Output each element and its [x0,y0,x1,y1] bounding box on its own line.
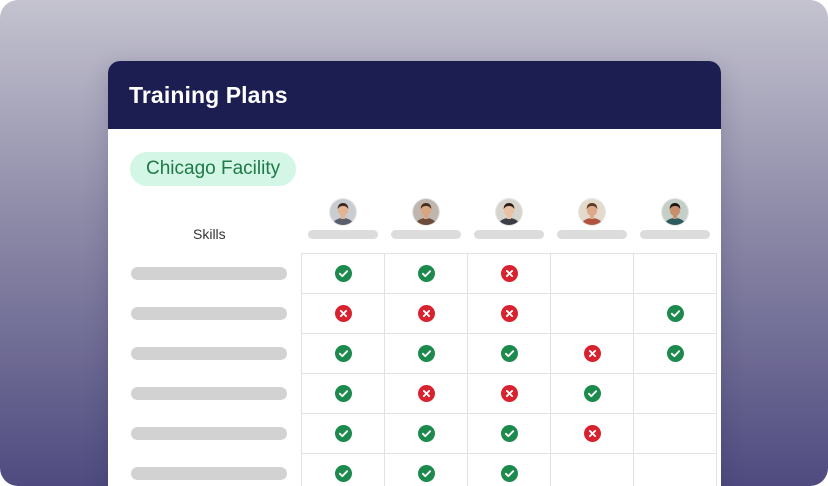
skill-status-cell[interactable] [551,374,634,414]
avatar-woman-curly-icon [578,199,605,225]
skill-status-cell[interactable] [551,334,634,374]
skill-status-cell[interactable] [385,294,468,334]
check-icon [334,465,352,482]
skill-name-placeholder [131,466,287,480]
cross-icon [417,385,435,402]
skill-status-cell[interactable] [468,334,551,374]
person-name-placeholder [390,230,461,239]
skill-status-cell[interactable] [302,454,385,486]
skill-name-placeholder [131,266,287,280]
person-name-placeholder [307,230,378,239]
skill-status-cell[interactable] [634,414,717,454]
skill-name-placeholder [131,426,287,440]
table-row [302,374,717,414]
person-name-placeholder [639,230,710,239]
cross-icon [583,425,601,442]
skill-status-cell[interactable] [302,334,385,374]
check-icon [334,265,352,282]
cross-icon [417,305,435,322]
avatar-man-smiling-icon [661,199,688,225]
skill-name-placeholder [131,386,287,400]
skill-status-cell[interactable] [302,294,385,334]
skill-status-cell[interactable] [385,414,468,454]
skill-status-cell[interactable] [468,254,551,294]
skill-status-cell[interactable] [551,414,634,454]
person-name-placeholder [473,230,544,239]
person-name-placeholder [556,230,627,239]
card-header: Training Plans [108,61,721,129]
skill-status-cell[interactable] [385,454,468,486]
skill-status-cell[interactable] [634,454,717,486]
skill-status-cell[interactable] [468,414,551,454]
facility-chip[interactable]: Chicago Facility [130,152,297,186]
skill-status-cell[interactable] [634,254,717,294]
check-icon [417,425,435,442]
skill-status-cell[interactable] [468,374,551,414]
check-icon [334,345,352,362]
cross-icon [500,305,518,322]
check-icon [666,305,684,322]
skill-status-cell[interactable] [634,334,717,374]
skill-status-cell[interactable] [302,414,385,454]
skill-status-cell[interactable] [634,294,717,334]
table-row [302,414,717,454]
avatar-man-glasses-icon [329,199,356,225]
check-icon [500,425,518,442]
table-row [302,254,717,294]
cross-icon [334,305,352,322]
cross-icon [583,345,601,362]
page-title: Training Plans [129,81,288,108]
table-row [302,454,717,486]
avatar-woman-icon [495,199,522,225]
check-icon [583,385,601,402]
skill-status-cell[interactable] [385,254,468,294]
skill-status-cell[interactable] [302,254,385,294]
avatar-man-beard-icon [412,199,439,225]
skill-status-cell[interactable] [551,294,634,334]
check-icon [334,425,352,442]
table-row [302,334,717,374]
skill-name-placeholder [131,346,287,360]
check-icon [500,465,518,482]
check-icon [334,385,352,402]
skill-status-cell[interactable] [468,454,551,486]
check-icon [417,345,435,362]
table-row [302,294,717,334]
check-icon [417,465,435,482]
skill-status-cell[interactable] [385,334,468,374]
training-plans-card: Training Plans Chicago Facility Skills [108,61,721,486]
skill-name-placeholder [131,306,287,320]
skill-status-cell[interactable] [634,374,717,414]
skill-status-cell[interactable] [302,374,385,414]
skill-status-cell[interactable] [551,254,634,294]
skill-status-cell[interactable] [385,374,468,414]
check-icon [417,265,435,282]
cross-icon [500,265,518,282]
skills-matrix [301,253,717,486]
skill-status-cell[interactable] [551,454,634,486]
check-icon [500,345,518,362]
skills-column-header: Skills [193,226,226,242]
check-icon [666,345,684,362]
cross-icon [500,385,518,402]
skill-status-cell[interactable] [468,294,551,334]
